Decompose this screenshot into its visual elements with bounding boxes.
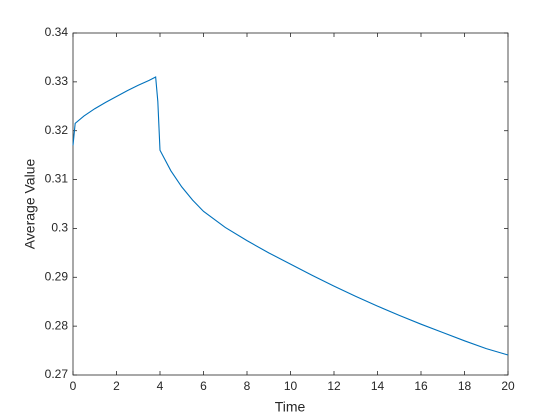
plot-box [72,32,509,376]
x-tick-label: 20 [501,379,515,393]
x-tick-label: 6 [200,379,207,393]
y-tick-label: 0.31 [45,172,69,186]
y-axis-label: Average Value [22,159,38,250]
y-tick-label: 0.32 [45,123,69,137]
y-tick-label: 0.3 [51,221,68,235]
x-tick-label: 12 [327,379,341,393]
data-line [72,76,509,356]
y-tick-label: 0.29 [45,269,69,283]
x-tick-label: 4 [157,379,164,393]
x-tick-label: 10 [284,379,298,393]
x-tick-label: 16 [414,379,428,393]
y-tick-label: 0.34 [45,25,69,39]
y-tick-label: 0.27 [45,367,69,381]
y-tick-label: 0.33 [45,74,69,88]
x-tick-label: 2 [113,379,120,393]
x-axis-label: Time [275,399,306,415]
x-tick-label: 8 [244,379,251,393]
x-tick-label: 18 [458,379,472,393]
x-tick-label: 0 [70,379,77,393]
y-tick-label: 0.28 [45,318,69,332]
x-tick-label: 14 [371,379,385,393]
